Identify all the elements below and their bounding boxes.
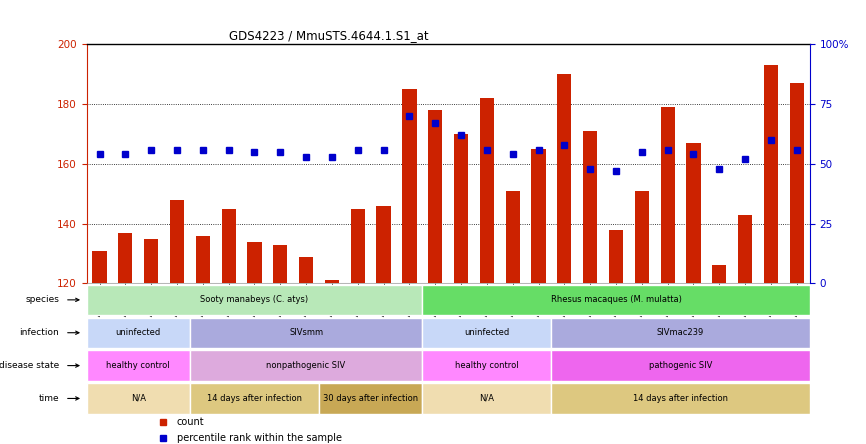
Bar [351,209,365,283]
Bar [248,242,262,283]
Bar [557,74,572,283]
Text: uninfected: uninfected [464,328,509,337]
Text: percentile rank within the sample: percentile rank within the sample [177,433,342,443]
Text: uninfected: uninfected [116,328,161,337]
Text: N/A: N/A [480,394,494,403]
Text: GDS4223 / MmuSTS.4644.1.S1_at: GDS4223 / MmuSTS.4644.1.S1_at [229,29,429,42]
Bar [552,350,810,381]
Bar [87,383,190,413]
Bar [764,65,778,283]
Text: species: species [25,295,59,304]
Bar [661,107,675,283]
Bar [712,266,727,283]
Bar [190,383,319,413]
Text: 30 days after infection: 30 days after infection [323,394,418,403]
Text: count: count [177,416,204,427]
Text: 14 days after infection: 14 days after infection [633,394,728,403]
Bar [423,383,552,413]
Bar [423,317,552,348]
Bar [738,215,753,283]
Bar [423,350,552,381]
Bar [222,209,236,283]
Bar [506,191,520,283]
Bar [790,83,804,283]
Text: disease state: disease state [0,361,59,370]
Bar [454,134,469,283]
Text: N/A: N/A [131,394,145,403]
Text: infection: infection [19,328,59,337]
Bar [119,233,132,283]
Text: Sooty manabeys (C. atys): Sooty manabeys (C. atys) [200,295,308,304]
Text: pathogenic SIV: pathogenic SIV [649,361,712,370]
Bar [144,238,158,283]
Text: 14 days after infection: 14 days after infection [207,394,302,403]
Bar [325,281,339,283]
Bar [552,383,810,413]
Bar [87,285,423,315]
Bar [299,257,313,283]
Bar [87,350,190,381]
Bar [196,236,210,283]
Bar [687,143,701,283]
Bar [273,245,288,283]
Bar [423,285,810,315]
Bar [319,383,423,413]
Text: healthy control: healthy control [107,361,170,370]
Bar [170,200,184,283]
Bar [403,89,417,283]
Text: SIVmac239: SIVmac239 [657,328,704,337]
Bar [532,149,546,283]
Bar [480,98,494,283]
Bar [87,317,190,348]
Text: nonpathogenic SIV: nonpathogenic SIV [267,361,346,370]
Bar [552,317,810,348]
Text: SIVsmm: SIVsmm [289,328,323,337]
Bar [190,317,423,348]
Bar [428,110,443,283]
Bar [93,250,107,283]
Bar [635,191,649,283]
Text: healthy control: healthy control [455,361,519,370]
Bar [583,131,598,283]
Bar [609,230,624,283]
Text: Rhesus macaques (M. mulatta): Rhesus macaques (M. mulatta) [551,295,682,304]
Bar [190,350,423,381]
Bar [377,206,391,283]
Text: time: time [38,394,59,403]
